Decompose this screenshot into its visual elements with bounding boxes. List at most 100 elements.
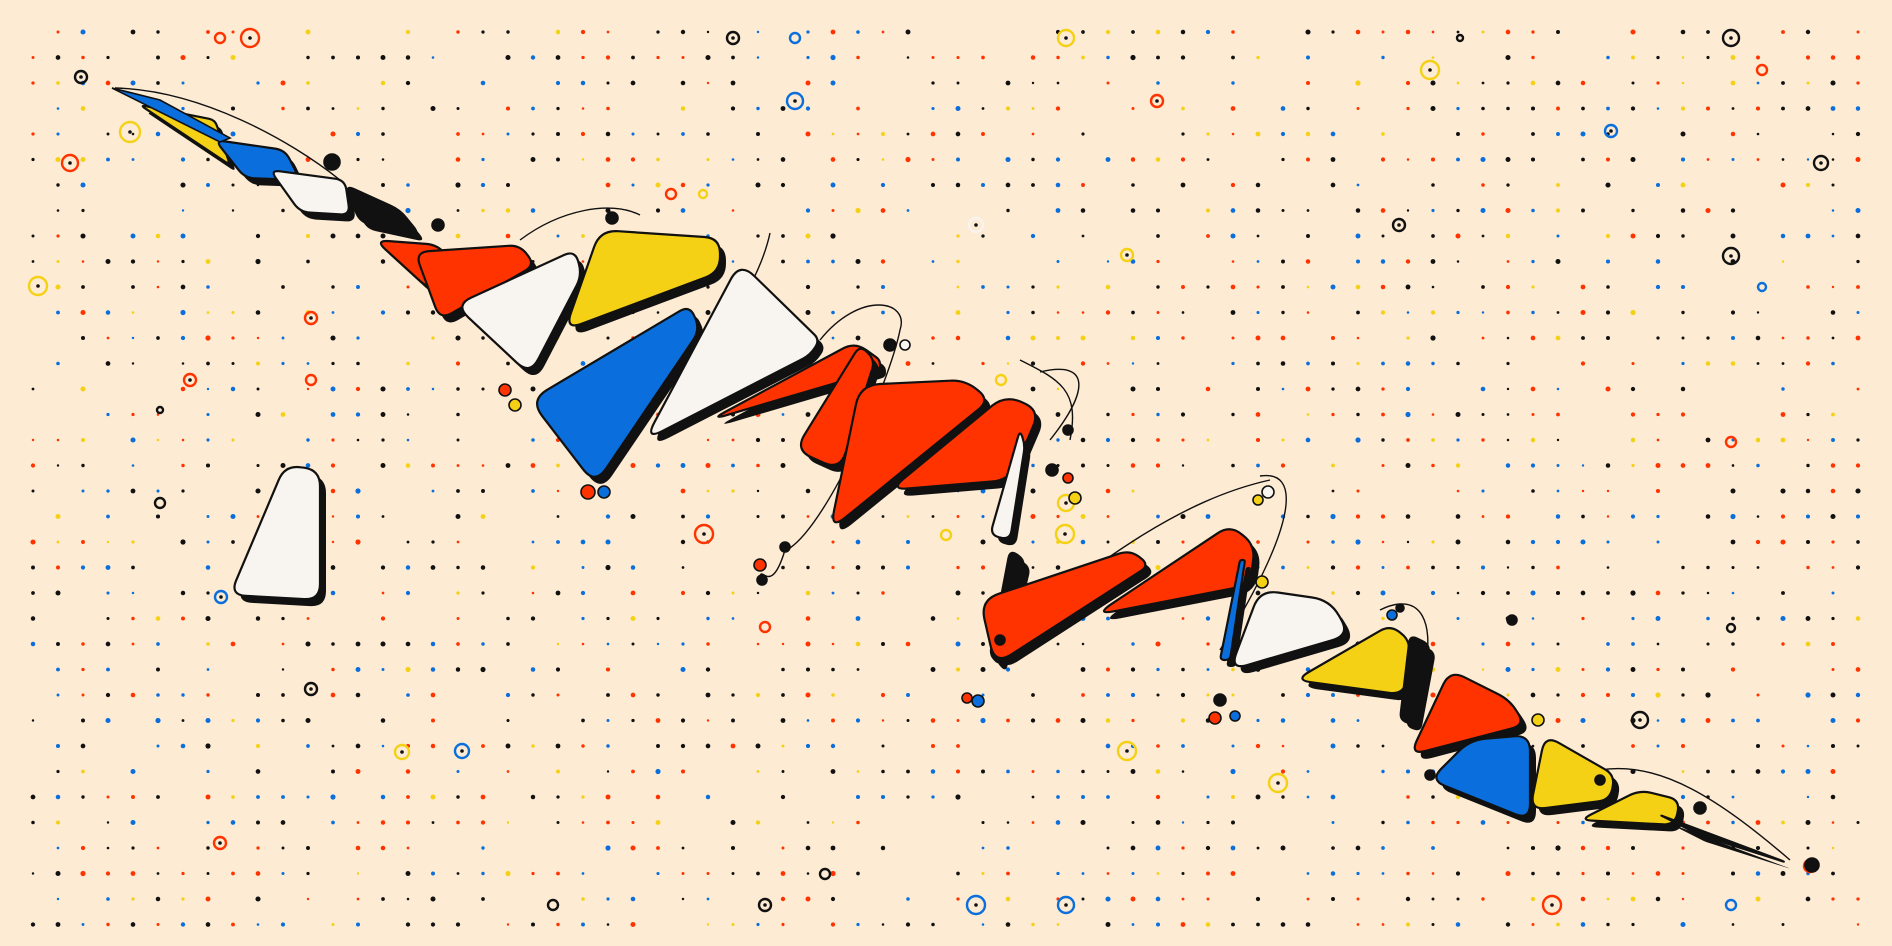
grid-dot xyxy=(705,794,711,800)
grid-dot xyxy=(730,819,736,826)
grid-dot xyxy=(380,55,386,60)
grid-dot xyxy=(1831,361,1835,366)
grid-dot xyxy=(731,617,735,620)
grid-dot xyxy=(530,157,536,162)
grid-dot xyxy=(130,488,136,494)
bead xyxy=(971,694,985,708)
grid-dot xyxy=(1106,515,1110,518)
grid-dot xyxy=(1505,922,1511,927)
grid-dot xyxy=(1206,871,1210,876)
grid-dot xyxy=(781,565,785,570)
grid-dot xyxy=(1080,819,1086,826)
accent-ring xyxy=(939,528,953,542)
grid-dot xyxy=(1206,693,1210,697)
grid-dot xyxy=(230,106,236,111)
grid-dot xyxy=(1280,718,1286,723)
grid-dot xyxy=(781,846,785,850)
grid-dot xyxy=(1180,513,1186,520)
grid-dot xyxy=(1606,566,1610,569)
grid-dot xyxy=(1130,692,1136,698)
grid-dot xyxy=(1355,845,1361,851)
grid-dot xyxy=(356,361,360,366)
grid-dot xyxy=(1106,260,1110,263)
grid-dot xyxy=(180,590,186,596)
grid-dot xyxy=(605,182,611,188)
grid-dot xyxy=(1431,413,1435,416)
grid-dot xyxy=(1456,616,1460,621)
grid-dot xyxy=(406,361,410,366)
grid-dot xyxy=(1456,310,1460,315)
grid-dot xyxy=(1530,590,1536,596)
grid-dot xyxy=(281,336,285,340)
grid-dot xyxy=(356,922,360,927)
grid-dot xyxy=(155,717,161,724)
grid-dot xyxy=(331,820,335,825)
grid-dot xyxy=(1706,55,1710,60)
grid-dot xyxy=(1481,438,1485,442)
grid-dot xyxy=(31,872,35,875)
grid-dot xyxy=(1155,820,1161,825)
grid-dot xyxy=(856,668,860,671)
grid-dot xyxy=(380,718,386,723)
grid-dot xyxy=(780,794,786,800)
grid-dot xyxy=(1330,284,1336,290)
grid-dot xyxy=(1181,311,1185,314)
grid-dot xyxy=(1355,514,1361,519)
grid-dot xyxy=(181,106,185,111)
grid-dot xyxy=(1531,489,1535,493)
grid-dot xyxy=(1306,514,1310,519)
grid-dot xyxy=(1030,55,1036,60)
grid-dot xyxy=(1606,515,1610,518)
grid-dot xyxy=(1781,260,1785,263)
grid-dot xyxy=(905,565,911,570)
grid-dot xyxy=(606,336,610,340)
grid-dot xyxy=(1355,590,1361,596)
grid-dot xyxy=(781,234,785,238)
grid-dot xyxy=(1856,540,1860,544)
grid-dot xyxy=(1080,361,1086,366)
grid-dot xyxy=(1780,871,1786,876)
grid-dot xyxy=(1706,336,1710,340)
grid-dot xyxy=(56,769,60,774)
grid-dot xyxy=(181,463,185,468)
grid-dot xyxy=(1056,438,1060,442)
grid-dot xyxy=(1655,284,1661,290)
grid-dot xyxy=(1356,310,1360,315)
grid-dot xyxy=(581,234,585,238)
grid-dot xyxy=(531,132,535,136)
grid-dot xyxy=(1256,285,1260,289)
grid-dot xyxy=(31,132,35,136)
grid-dot xyxy=(831,642,835,646)
grid-dot xyxy=(1406,311,1410,314)
grid-dot xyxy=(1605,871,1611,876)
accent-ring xyxy=(303,681,319,697)
grid-dot xyxy=(180,386,186,392)
grid-dot xyxy=(1756,693,1760,697)
grid-dot xyxy=(255,616,261,621)
grid-dot xyxy=(731,591,735,595)
grid-dot xyxy=(1406,922,1410,927)
grid-dot xyxy=(905,29,911,35)
grid-dot xyxy=(655,182,661,188)
grid-dot xyxy=(1281,157,1285,162)
grid-dot xyxy=(530,208,536,213)
grid-dot xyxy=(1331,387,1335,391)
grid-dot xyxy=(805,488,811,494)
grid-dot xyxy=(1656,744,1660,748)
grid-dot xyxy=(1381,616,1385,621)
grid-dot xyxy=(556,489,560,493)
grid-dot xyxy=(256,463,260,468)
grid-dot xyxy=(1656,107,1660,110)
grid-dot xyxy=(1481,668,1485,671)
grid-dot xyxy=(1855,667,1861,672)
grid-dot xyxy=(1780,615,1786,622)
grid-dot xyxy=(531,106,535,111)
grid-dot xyxy=(831,132,835,136)
grid-dot xyxy=(531,591,535,595)
grid-dot xyxy=(280,820,286,825)
grid-dot xyxy=(656,55,660,60)
grid-dot xyxy=(1405,463,1411,468)
grid-dot xyxy=(1481,311,1485,314)
grid-dot xyxy=(1130,386,1136,392)
grid-dot xyxy=(881,285,885,289)
